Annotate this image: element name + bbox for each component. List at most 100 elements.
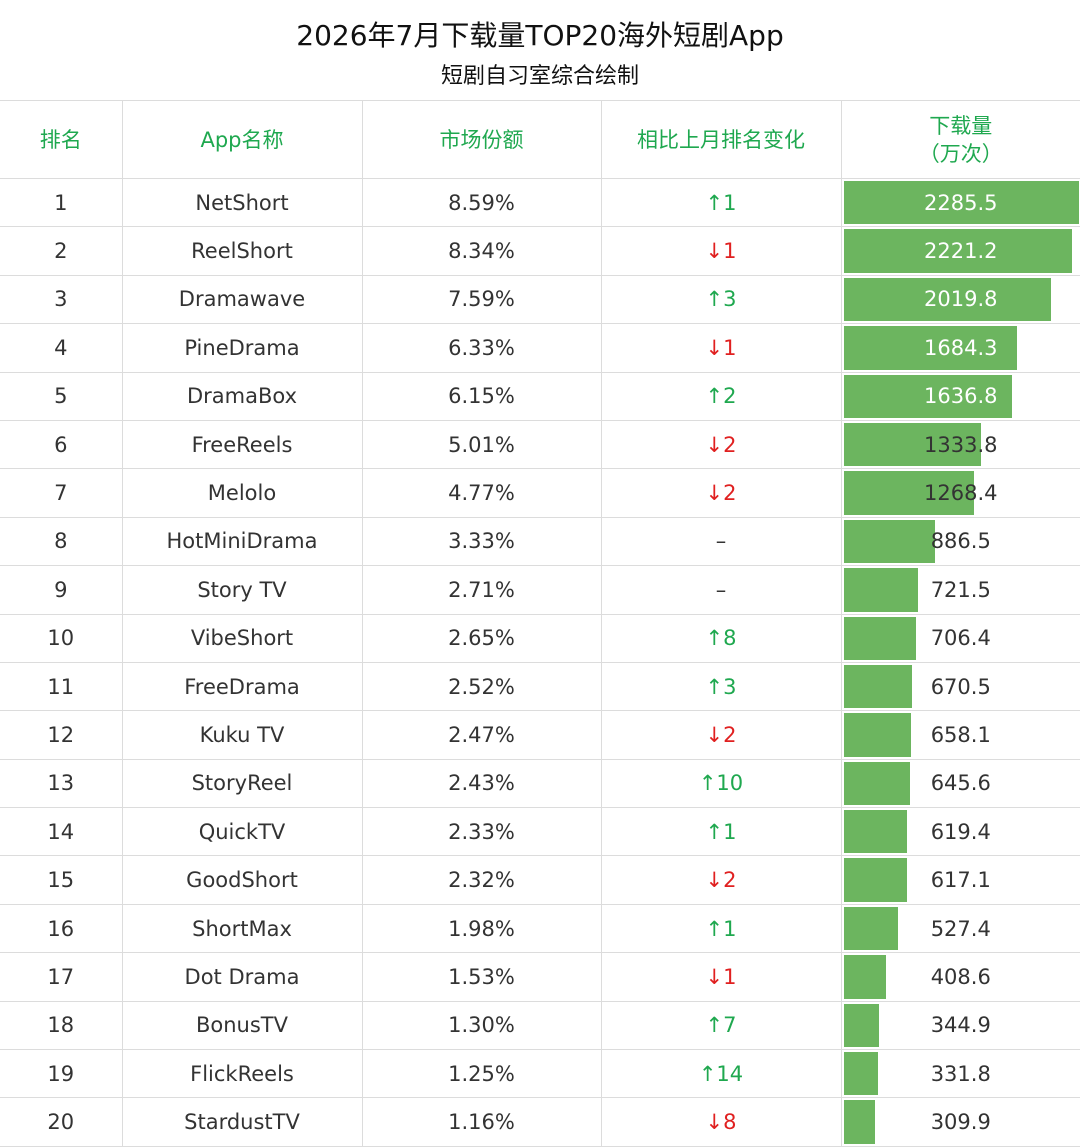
downloads-cell: 670.5 <box>841 662 1080 710</box>
downloads-cell: 617.1 <box>841 856 1080 904</box>
rank-change-cell: – <box>601 566 841 614</box>
downloads-bar <box>844 1052 878 1095</box>
app-name-cell: PineDrama <box>122 324 362 372</box>
market-share-cell: 6.33% <box>362 324 601 372</box>
downloads-value: 2221.2 <box>924 239 997 263</box>
rank-cell: 4 <box>0 324 122 372</box>
header-market-share: 市场份额 <box>362 101 601 179</box>
downloads-cell: 408.6 <box>841 953 1080 1001</box>
header-rank: 排名 <box>0 101 122 179</box>
header-app-name: App名称 <box>122 101 362 179</box>
rank-cell: 17 <box>0 953 122 1001</box>
downloads-bar <box>844 810 908 853</box>
downloads-bar <box>844 1100 876 1143</box>
downloads-value: 2019.8 <box>924 287 997 311</box>
market-share-cell: 1.98% <box>362 904 601 952</box>
market-share-cell: 2.43% <box>362 759 601 807</box>
downloads-cell: 1684.3 <box>841 324 1080 372</box>
rank-cell: 7 <box>0 469 122 517</box>
downloads-value: 344.9 <box>931 1013 991 1037</box>
downloads-value: 331.8 <box>931 1062 991 1086</box>
header-downloads-line1: 下载量 <box>842 112 1080 140</box>
market-share-cell: 2.47% <box>362 711 601 759</box>
downloads-value: 1636.8 <box>924 384 997 408</box>
app-name-cell: Kuku TV <box>122 711 362 759</box>
app-name-cell: HotMiniDrama <box>122 517 362 565</box>
downloads-value: 1333.8 <box>924 433 997 457</box>
downloads-cell: 721.5 <box>841 566 1080 614</box>
app-name-cell: StoryReel <box>122 759 362 807</box>
rank-change-cell: ↓1 <box>601 324 841 372</box>
downloads-cell: 1268.4 <box>841 469 1080 517</box>
market-share-cell: 1.30% <box>362 1001 601 1049</box>
downloads-cell: 645.6 <box>841 759 1080 807</box>
rank-cell: 9 <box>0 566 122 614</box>
rank-change-cell: ↑1 <box>601 808 841 856</box>
rank-change-cell: ↑10 <box>601 759 841 807</box>
downloads-cell: 619.4 <box>841 808 1080 856</box>
rank-cell: 12 <box>0 711 122 759</box>
market-share-cell: 1.16% <box>362 1098 601 1146</box>
rank-cell: 3 <box>0 275 122 323</box>
downloads-cell: 2221.2 <box>841 227 1080 275</box>
rank-change-cell: ↑1 <box>601 179 841 227</box>
app-name-cell: DramaBox <box>122 372 362 420</box>
downloads-cell: 2019.8 <box>841 275 1080 323</box>
market-share-cell: 2.33% <box>362 808 601 856</box>
downloads-bar <box>844 762 910 805</box>
rank-change-cell: ↑3 <box>601 662 841 710</box>
rank-change-cell: ↓2 <box>601 469 841 517</box>
rank-change-cell: ↑14 <box>601 1050 841 1098</box>
downloads-bar <box>844 858 907 901</box>
market-share-cell: 2.65% <box>362 614 601 662</box>
downloads-value: 706.4 <box>931 626 991 650</box>
rank-change-cell: ↑1 <box>601 904 841 952</box>
rank-cell: 20 <box>0 1098 122 1146</box>
page-title: 2026年7月下载量TOP20海外短剧App <box>0 14 1080 54</box>
downloads-cell: 886.5 <box>841 517 1080 565</box>
market-share-cell: 3.33% <box>362 517 601 565</box>
app-name-cell: Dramawave <box>122 275 362 323</box>
app-name-cell: FlickReels <box>122 1050 362 1098</box>
rank-cell: 10 <box>0 614 122 662</box>
downloads-bar <box>844 665 913 708</box>
downloads-value: 2285.5 <box>924 191 997 215</box>
market-share-cell: 4.77% <box>362 469 601 517</box>
downloads-value: 1268.4 <box>924 481 997 505</box>
downloads-value: 527.4 <box>931 917 991 941</box>
downloads-cell: 331.8 <box>841 1050 1080 1098</box>
rank-change-cell: ↑2 <box>601 372 841 420</box>
rank-change-cell: ↓1 <box>601 953 841 1001</box>
rank-change-cell: ↑8 <box>601 614 841 662</box>
downloads-cell: 527.4 <box>841 904 1080 952</box>
market-share-cell: 2.71% <box>362 566 601 614</box>
rank-change-cell: ↑7 <box>601 1001 841 1049</box>
downloads-cell: 309.9 <box>841 1098 1080 1146</box>
rank-cell: 5 <box>0 372 122 420</box>
app-name-cell: ReelShort <box>122 227 362 275</box>
rank-cell: 6 <box>0 420 122 468</box>
downloads-value: 721.5 <box>931 578 991 602</box>
downloads-value: 309.9 <box>931 1110 991 1134</box>
app-name-cell: QuickTV <box>122 808 362 856</box>
rank-change-cell: ↓8 <box>601 1098 841 1146</box>
downloads-value: 658.1 <box>931 723 991 747</box>
downloads-bar <box>844 713 912 756</box>
app-name-cell: Melolo <box>122 469 362 517</box>
market-share-cell: 1.25% <box>362 1050 601 1098</box>
